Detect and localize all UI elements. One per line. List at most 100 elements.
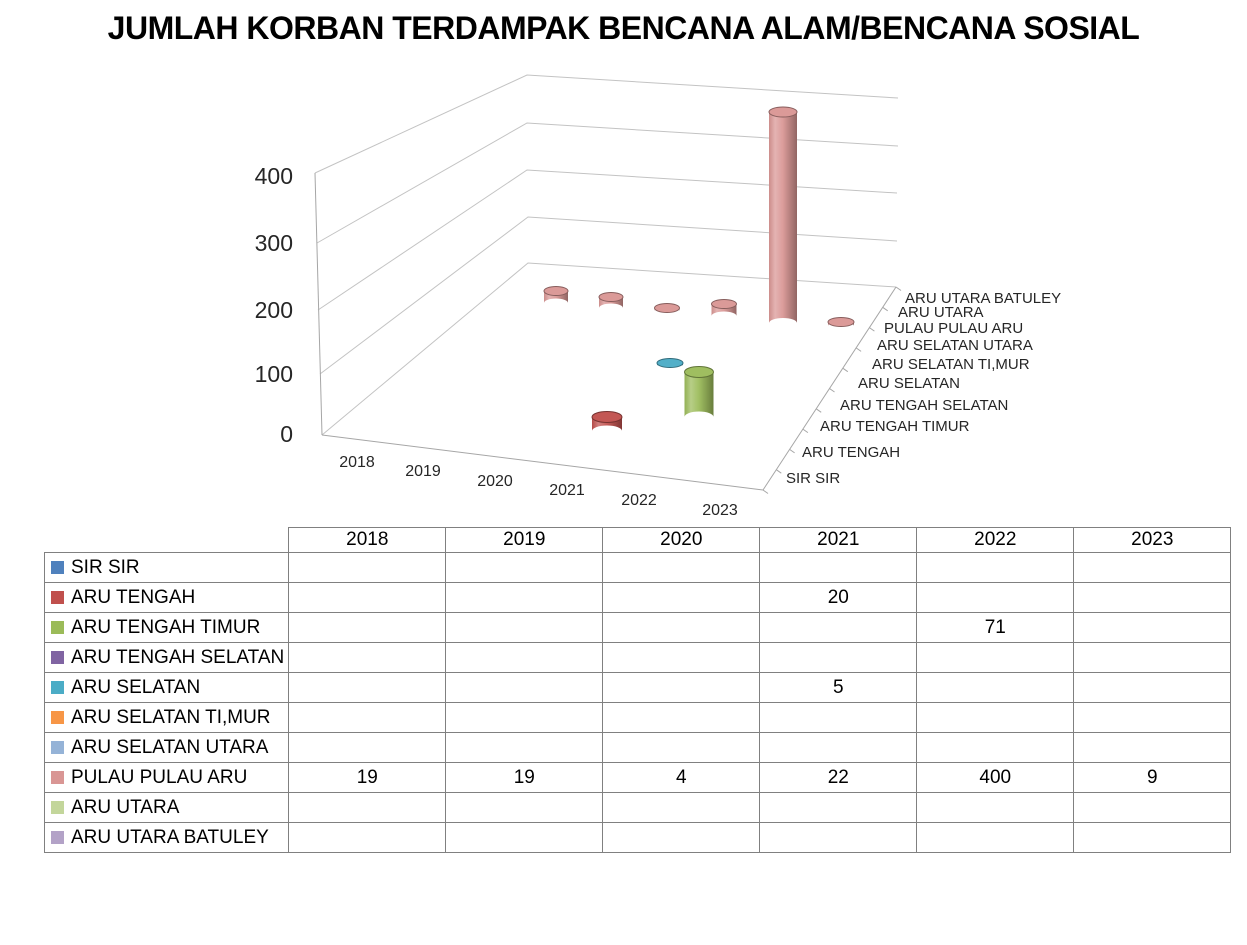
table-value-cell	[1073, 552, 1232, 583]
series-axis-label: ARU TENGAH TIMUR	[820, 418, 970, 435]
chart-bars	[543, 106, 855, 431]
table-row: ARU SELATAN 5	[43, 672, 1232, 703]
table-value-cell	[288, 552, 447, 583]
series-label-cell: PULAU PULAU ARU	[43, 762, 290, 793]
table-value-cell	[445, 672, 604, 703]
series-name: SIR SIR	[71, 556, 140, 578]
table-row: ARU TENGAH TIMUR 71	[43, 612, 1232, 643]
table-row: SIR SIR	[43, 552, 1232, 583]
value-axis-tick-label: 200	[255, 297, 293, 323]
table-corner-cell	[45, 528, 289, 553]
table-value-cell	[1073, 582, 1232, 613]
table-value-cell	[288, 582, 447, 613]
value-axis-line	[314, 172, 323, 436]
series-label-cell: ARU UTARA BATULEY	[43, 822, 290, 853]
series-label-cell: ARU TENGAH TIMUR	[43, 612, 290, 643]
table-row: ARU UTARA BATULEY	[43, 822, 1232, 853]
table-value-cell	[602, 642, 761, 673]
value-axis-tick-label: 400	[255, 163, 293, 189]
table-value-cell	[916, 822, 1075, 853]
table-value-cell: 19	[288, 762, 447, 793]
table-value-cell	[602, 732, 761, 763]
legend-swatch	[51, 620, 64, 634]
table-value-cell	[1073, 672, 1232, 703]
table-value-cell	[445, 732, 604, 763]
legend-swatch	[51, 650, 64, 664]
series-label-cell: ARU SELATAN	[43, 672, 290, 703]
table-value-cell	[288, 612, 447, 643]
table-value-cell	[602, 822, 761, 853]
series-label-cell: ARU UTARA	[43, 792, 290, 823]
table-value-cell	[1073, 612, 1232, 643]
table-value-cell	[445, 792, 604, 823]
table-value-cell	[916, 552, 1075, 583]
table-year-header: 2019	[445, 527, 604, 553]
category-axis-tick-label: 2021	[549, 482, 585, 499]
legend-swatch	[51, 740, 64, 754]
series-axis-label: ARU TENGAH	[802, 444, 900, 461]
series-axis-label: ARU SELATAN	[858, 375, 960, 392]
category-axis-tick-label: 2020	[477, 473, 513, 490]
series-name: PULAU PULAU ARU	[71, 766, 248, 788]
table-value-cell	[1073, 792, 1232, 823]
series-name: ARU TENGAH SELATAN	[71, 646, 285, 668]
cylinder-bar-top	[598, 292, 624, 302]
table-value-cell: 71	[916, 612, 1075, 643]
legend-swatch	[51, 710, 64, 724]
table-value-cell	[445, 642, 604, 673]
chart-walls-gridlines	[314, 74, 902, 494]
series-name: ARU SELATAN TI,MUR	[71, 706, 271, 728]
gridline-300	[316, 122, 899, 244]
table-value-cell	[288, 642, 447, 673]
series-label-cell: ARU SELATAN TI,MUR	[43, 702, 290, 733]
table-value-cell: 400	[916, 762, 1075, 793]
table-value-cell: 4	[602, 762, 761, 793]
series-axis-ticks	[762, 286, 902, 494]
category-axis-tick-label: 2019	[405, 463, 441, 480]
series-axis-tick	[762, 489, 769, 494]
table-value-cell	[759, 642, 918, 673]
category-axis-tick-label: 2023	[702, 502, 738, 519]
cylinder-bar-top	[591, 411, 623, 423]
table-value-cell	[445, 552, 604, 583]
cylinder-bar-top	[543, 286, 569, 296]
series-axis-tick	[869, 327, 875, 332]
table-row: ARU SELATAN UTARA	[43, 732, 1232, 763]
table-value-cell	[759, 732, 918, 763]
series-axis-tick	[829, 388, 835, 393]
table-value-cell	[759, 702, 918, 733]
legend-swatch	[51, 590, 64, 604]
value-axis-tick-label: 0	[280, 421, 293, 447]
series-axis-tick	[842, 367, 849, 373]
series-axis-tick	[815, 408, 822, 413]
table-year-header: 2022	[916, 527, 1075, 553]
table-value-cell	[602, 582, 761, 613]
table-year-header: 2021	[759, 527, 918, 553]
series-name: ARU TENGAH	[71, 586, 196, 608]
table-value-cell	[916, 642, 1075, 673]
cylinder-bar-body	[769, 112, 797, 323]
table-value-cell	[759, 792, 918, 823]
series-axis-label: SIR SIR	[786, 470, 840, 487]
table-value-cell	[288, 822, 447, 853]
gridline-400	[314, 74, 899, 174]
series-axis-tick	[789, 448, 795, 454]
table-value-cell	[1073, 822, 1232, 853]
series-label-cell: ARU TENGAH SELATAN	[43, 642, 290, 673]
table-row: ARU TENGAH SELATAN	[43, 642, 1232, 673]
category-axis-tick-label: 2018	[339, 454, 375, 471]
table-row: PULAU PULAU ARU 19 19 4 22 400 9	[43, 762, 1232, 793]
table-value-cell	[602, 792, 761, 823]
table-value-cell	[445, 702, 604, 733]
series-name: ARU UTARA	[71, 796, 180, 818]
cylinder-bar-top	[654, 303, 680, 313]
legend-swatch	[51, 560, 64, 574]
series-name: ARU SELATAN UTARA	[71, 736, 269, 758]
table-year-header: 2023	[1073, 527, 1232, 553]
table-value-cell	[916, 582, 1075, 613]
series-axis-tick	[882, 306, 888, 312]
cylinder-bar-top	[827, 317, 855, 327]
series-name: ARU TENGAH TIMUR	[71, 616, 261, 638]
chart-title: JUMLAH KORBAN TERDAMPAK BENCANA ALAM/BEN…	[107, 10, 1140, 46]
table-value-cell: 9	[1073, 762, 1232, 793]
